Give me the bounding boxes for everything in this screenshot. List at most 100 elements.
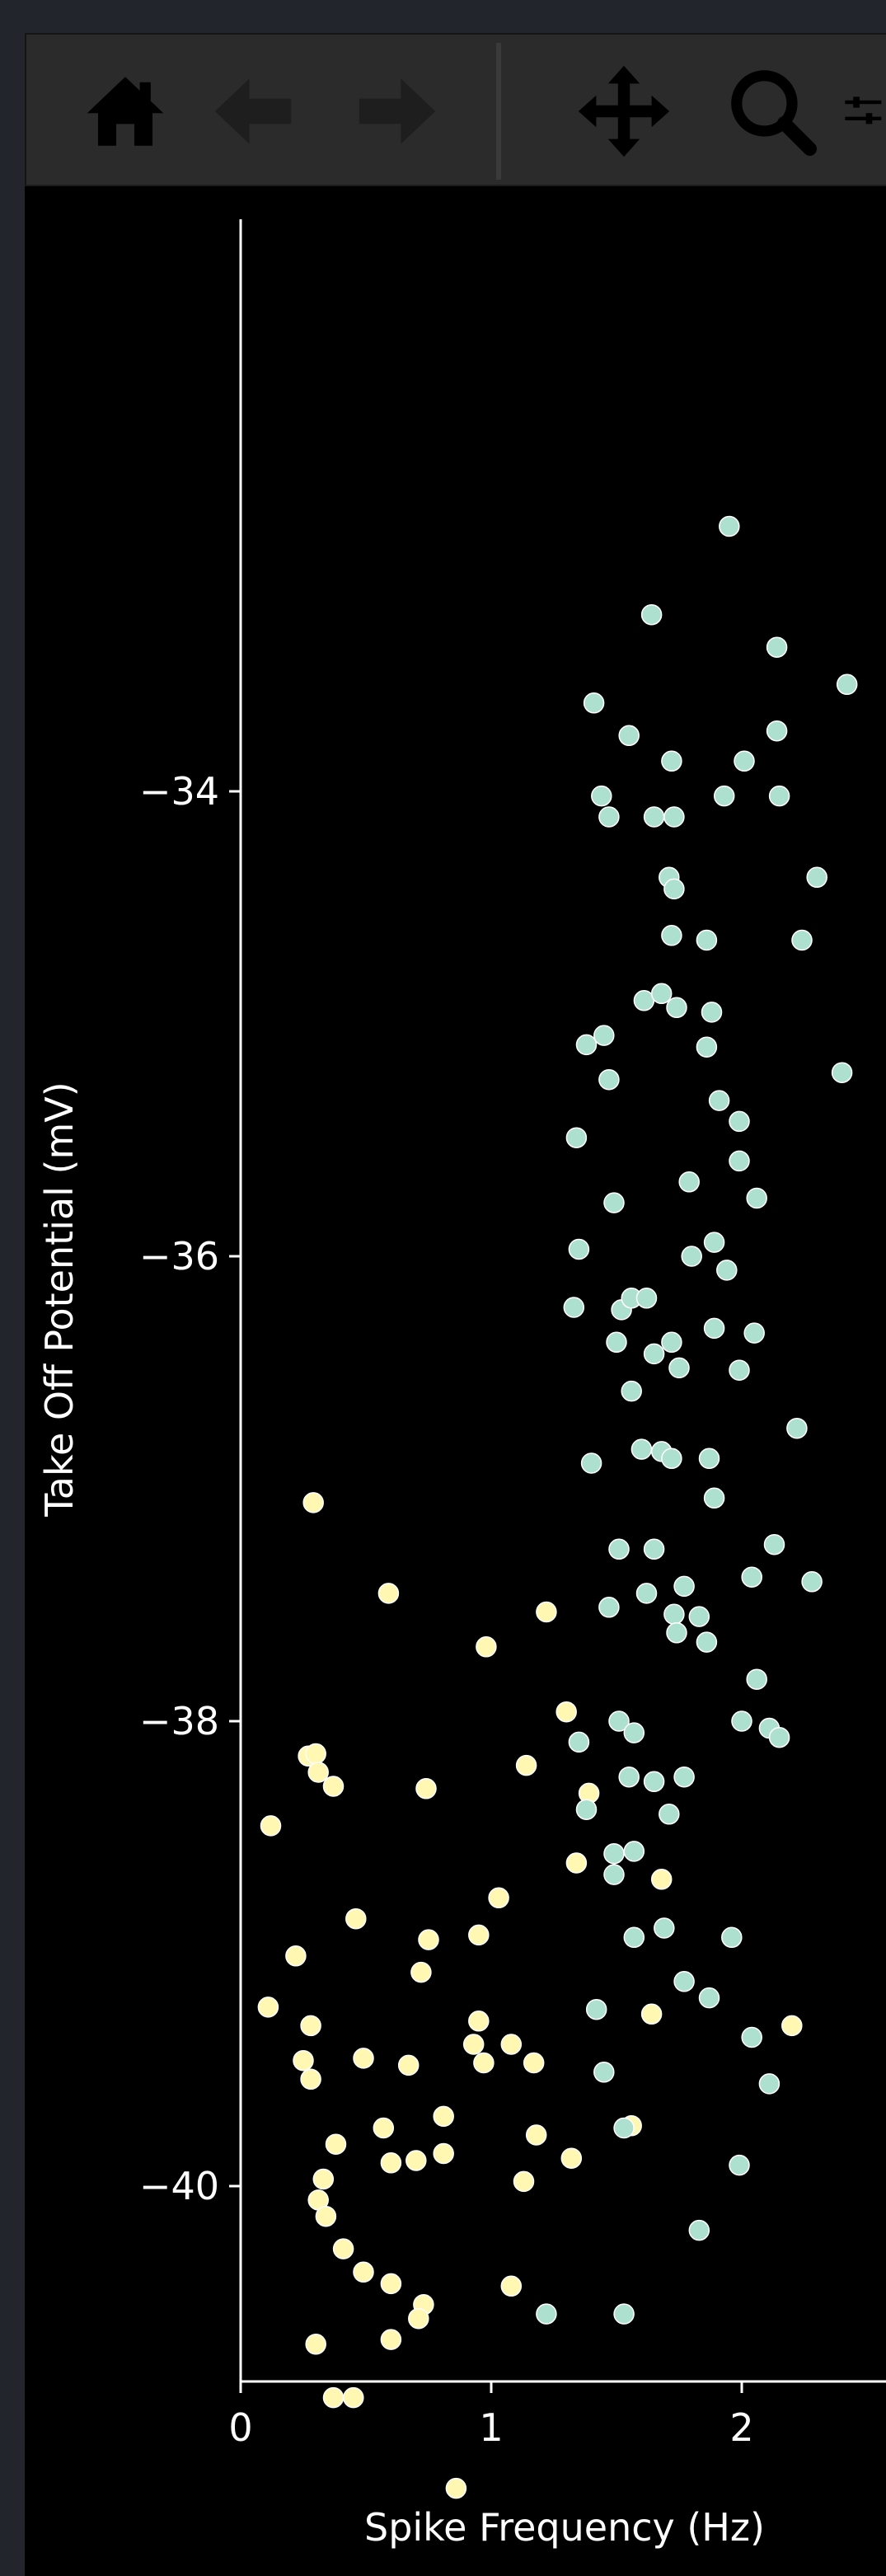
data-point-series-1-18 — [285, 1945, 307, 1967]
data-point-series-2-31 — [708, 1090, 730, 1111]
data-point-series-2-70 — [688, 1606, 710, 1627]
data-point-series-2-73 — [746, 1668, 767, 1690]
data-point-series-2-71 — [666, 1622, 687, 1644]
data-point-series-1-8 — [476, 1636, 497, 1658]
data-point-series-2-6 — [618, 725, 640, 747]
data-point-series-2-23 — [650, 983, 673, 1005]
data-point-series-2-21 — [791, 929, 813, 951]
data-point-series-2-69 — [663, 1603, 685, 1626]
data-point-series-2-63 — [763, 1533, 785, 1555]
data-point-series-1-53 — [500, 2275, 523, 2297]
arrow-left-icon — [214, 78, 292, 144]
data-point-series-2-48 — [606, 1331, 627, 1354]
data-point-series-2-39 — [568, 1238, 590, 1260]
data-point-series-2-5 — [583, 692, 605, 714]
data-point-series-2-2 — [640, 603, 663, 626]
data-point-series-2-50 — [643, 1343, 665, 1365]
data-point-series-1-36 — [405, 2150, 427, 2171]
data-point-series-1-1 — [302, 1492, 324, 1513]
data-point-series-2-46 — [703, 1317, 725, 1340]
data-point-series-2-33 — [565, 1127, 588, 1148]
arrow-right-icon — [359, 78, 436, 144]
data-point-series-1-51 — [380, 2329, 402, 2350]
data-point-series-1-41 — [560, 2147, 583, 2169]
data-point-series-2-42 — [563, 1297, 585, 1318]
sliders-icon — [845, 96, 882, 124]
data-point-series-2-11 — [598, 806, 620, 828]
data-point-series-1-43 — [513, 2170, 535, 2193]
navigation-toolbar — [25, 33, 886, 186]
y-tick-label-3: −38 — [139, 1699, 219, 1743]
data-point-series-1-37 — [433, 2142, 454, 2165]
data-point-series-1-16 — [488, 1887, 509, 1909]
data-point-series-1-10 — [415, 1778, 437, 1799]
data-point-series-2-90 — [721, 1926, 743, 1949]
home-button[interactable] — [68, 58, 183, 165]
data-point-series-1-27 — [397, 2054, 420, 2076]
data-point-series-1-33 — [433, 2105, 454, 2128]
data-point-series-1-17 — [345, 1907, 367, 1930]
y-axis-label: Take Off Potential (mV) — [37, 1082, 82, 1517]
home-icon — [87, 77, 164, 146]
data-point-series-1-22 — [257, 1997, 279, 2018]
data-point-series-2-35 — [678, 1171, 700, 1193]
data-point-series-2-54 — [786, 1417, 808, 1439]
data-point-series-2-27 — [593, 1025, 615, 1046]
y-tick-label-2: −36 — [139, 1234, 219, 1279]
data-point-series-1-57 — [640, 2003, 663, 2025]
data-point-series-2-34 — [729, 1150, 750, 1172]
zoom-button[interactable] — [715, 58, 830, 165]
data-point-series-2-83 — [575, 1799, 598, 1820]
configure-button[interactable] — [842, 58, 886, 165]
data-point-series-2-67 — [635, 1583, 658, 1604]
data-point-series-2-25 — [701, 1002, 723, 1023]
forward-button[interactable] — [340, 58, 455, 165]
x-axis-label: Spike Frequency (Hz) — [364, 2505, 765, 2550]
data-point-series-2-51 — [668, 1357, 690, 1379]
y-axis-ticks: −34 −36 −38 −40 — [139, 769, 241, 2208]
back-button[interactable] — [195, 58, 311, 165]
data-point-series-1-32 — [523, 2052, 545, 2074]
data-point-series-1-9 — [536, 1601, 557, 1623]
plot-area[interactable]: −34 −36 −38 −40 0 1 2 Take Off Potential (mV)… — [25, 186, 886, 2576]
data-point-series-2-20 — [696, 929, 718, 951]
scatter-chart[interactable]: −34 −36 −38 −40 0 1 2 Take Off Potential (mV)… — [25, 186, 886, 2576]
data-point-series-2-3 — [766, 636, 788, 658]
data-point-series-2-9 — [734, 750, 755, 772]
data-point-series-1-34 — [373, 2117, 395, 2139]
data-point-series-1-2 — [260, 1815, 282, 1837]
data-point-series-1-11 — [515, 1754, 537, 1776]
data-point-series-1-48 — [380, 2273, 402, 2295]
data-point-series-2-49 — [661, 1331, 682, 1354]
data-point-series-2-29 — [831, 1062, 853, 1083]
data-point-series-2-38 — [703, 1232, 725, 1253]
data-point-series-2-52 — [729, 1359, 750, 1381]
data-point-series-2-66 — [801, 1571, 823, 1593]
data-point-series-2-84 — [659, 1804, 680, 1825]
data-point-series-2-57 — [661, 1448, 682, 1470]
data-point-series-2-88 — [654, 1917, 675, 1939]
pan-button[interactable] — [566, 58, 682, 165]
x-axis-ticks: 0 1 2 — [228, 2381, 754, 2450]
y-tick-label-4: −40 — [139, 2164, 219, 2208]
data-point-series-2-60 — [703, 1487, 725, 1509]
data-point-series-1-20 — [468, 1924, 490, 1946]
data-point-series-2-13 — [663, 806, 685, 828]
data-point-series-1-40 — [525, 2124, 547, 2146]
data-point-series-2-45 — [635, 1288, 658, 1309]
data-point-series-1-45 — [315, 2205, 337, 2227]
data-point-series-1-24 — [293, 2049, 314, 2072]
x-tick-label-2: 1 — [479, 2405, 503, 2450]
data-point-series-1-4 — [305, 1743, 326, 1765]
figure-window: −34 −36 −38 −40 0 1 2 Take Off Potential (mV)… — [25, 33, 886, 2576]
data-point-series-2-96 — [758, 2073, 781, 2095]
data-point-series-1-23 — [300, 2015, 321, 2037]
data-point-series-2-18 — [806, 866, 827, 889]
x-tick-label-3: 2 — [729, 2405, 753, 2450]
toolbar-separator — [496, 43, 501, 180]
data-point-series-2-37 — [746, 1187, 767, 1209]
data-point-series-2-75 — [608, 1710, 630, 1732]
data-point-series-1-6 — [322, 1776, 345, 1797]
data-point-series-1-50 — [408, 2307, 429, 2330]
data-point-series-2-100 — [536, 2303, 557, 2325]
